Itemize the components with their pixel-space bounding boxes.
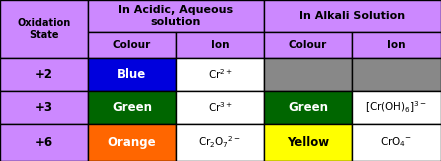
Text: Oxidation
State: Oxidation State	[17, 18, 71, 40]
Bar	[88, 0, 264, 32]
Bar	[88, 58, 176, 91]
Text: Green: Green	[112, 101, 152, 114]
Bar	[176, 124, 264, 161]
Text: Green: Green	[288, 101, 328, 114]
Text: Cr$^{2+}$: Cr$^{2+}$	[208, 68, 232, 81]
Bar	[264, 91, 352, 124]
Text: +2: +2	[35, 68, 53, 81]
Text: CrO$_4$$^{-}$: CrO$_4$$^{-}$	[381, 136, 412, 149]
Bar	[264, 32, 352, 58]
Bar	[0, 58, 88, 91]
Bar	[0, 0, 88, 58]
Text: Colour: Colour	[113, 40, 151, 50]
Bar	[88, 32, 176, 58]
Bar	[352, 58, 441, 91]
Text: In Alkali Solution: In Alkali Solution	[299, 11, 406, 21]
Bar	[264, 124, 352, 161]
Text: Ion: Ion	[387, 40, 406, 50]
Bar	[176, 58, 264, 91]
Bar	[264, 58, 352, 91]
Bar	[0, 91, 88, 124]
Bar	[352, 32, 441, 58]
Text: Cr$^{3+}$: Cr$^{3+}$	[208, 101, 232, 114]
Text: [Cr(OH)$_6$]$^{3-}$: [Cr(OH)$_6$]$^{3-}$	[366, 100, 428, 115]
Text: Blue: Blue	[117, 68, 146, 81]
Bar	[0, 124, 88, 161]
Text: In Acidic, Aqueous
solution: In Acidic, Aqueous solution	[119, 5, 234, 27]
Text: Orange: Orange	[108, 136, 156, 149]
Text: +6: +6	[35, 136, 53, 149]
Bar	[264, 0, 441, 32]
Text: Yellow: Yellow	[287, 136, 329, 149]
Bar	[352, 91, 441, 124]
Text: Ion: Ion	[211, 40, 229, 50]
Text: Colour: Colour	[289, 40, 327, 50]
Text: +3: +3	[35, 101, 53, 114]
Bar	[352, 124, 441, 161]
Bar	[176, 91, 264, 124]
Bar	[88, 91, 176, 124]
Text: Cr$_2$O$_7$$^{2-}$: Cr$_2$O$_7$$^{2-}$	[198, 135, 242, 150]
Bar	[88, 124, 176, 161]
Bar	[176, 32, 264, 58]
